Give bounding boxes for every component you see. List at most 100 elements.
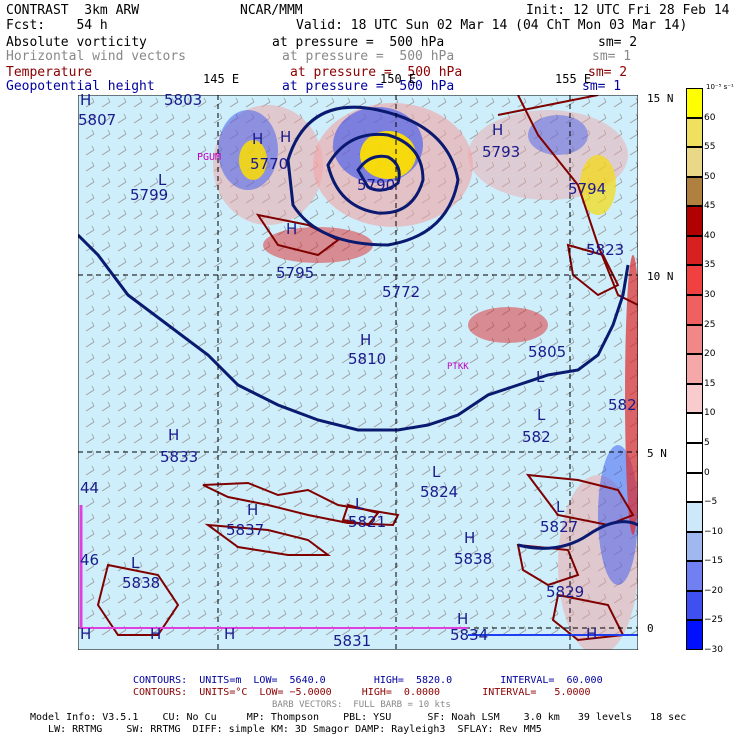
colorbar-segment	[686, 235, 703, 266]
height-label: H	[464, 529, 476, 547]
height-label: H	[224, 625, 236, 643]
station-label-pgum: PGUM	[197, 152, 222, 163]
height-label: H	[280, 128, 292, 146]
colorbar-segment	[686, 442, 703, 473]
weather-map	[78, 95, 638, 650]
contour-info-temp: CONTOURS: UNITS=°C LOW= −5.0000 HIGH= 0.…	[133, 687, 591, 698]
height-label: 5810	[348, 350, 387, 368]
height-label: 5821	[348, 513, 387, 531]
colorbar-segment	[686, 531, 703, 562]
lat-label-0: 0	[647, 622, 654, 635]
model-title: CONTRAST 3km ARW	[6, 3, 140, 18]
height-label: 5838	[454, 550, 493, 568]
field-sm-height: sm= 1	[582, 79, 622, 94]
colorbar-label: 25	[704, 319, 716, 330]
lon-label-150: 150 E	[380, 72, 417, 86]
barb-info: BARB VECTORS: FULL BARB = 10 kts	[272, 700, 451, 710]
height-label: 5807	[78, 111, 117, 129]
height-label: 5793	[482, 143, 521, 161]
colorbar-label: 50	[704, 171, 716, 182]
colorbar-segment	[686, 502, 703, 532]
colorbar-label: 20	[704, 349, 716, 360]
height-label: L	[556, 498, 565, 516]
color-bar	[686, 88, 703, 650]
colorbar-label: 55	[704, 142, 716, 153]
height-label: L	[432, 463, 441, 481]
coastlines	[96, 95, 638, 642]
height-label: H	[80, 625, 92, 643]
height-label: 5790	[357, 176, 396, 194]
colorbar-label: 60	[704, 112, 716, 123]
lat-label-10n: 10 N	[647, 270, 674, 283]
height-label: H	[586, 625, 598, 643]
height-label: 5795	[276, 264, 315, 282]
height-label: 5803	[164, 91, 203, 109]
colorbar-segment	[686, 88, 703, 118]
height-label: L	[537, 406, 546, 424]
colorbar-segment	[686, 561, 703, 591]
org-title: NCAR/MMM	[240, 3, 303, 18]
lon-label-155: 155 E	[555, 72, 592, 86]
colorbar-label: −15	[704, 556, 723, 567]
colorbar-segment	[686, 324, 703, 355]
colorbar-segment	[686, 472, 703, 503]
colorbar-label: 40	[704, 230, 716, 241]
field-level-vorticity: at pressure = 500 hPa	[272, 35, 445, 50]
init-time: Init: 12 UTC Fri 28 Feb 14	[526, 3, 730, 18]
colorbar-label: −10	[704, 526, 723, 537]
forecast-hour: Fcst: 54 h	[6, 18, 108, 33]
height-label: L	[536, 368, 545, 386]
field-level-height: at pressure = 500 hPa	[282, 79, 455, 94]
colorbar-label: 15	[704, 378, 716, 389]
height-label: L	[131, 554, 140, 572]
colorbar-segment	[686, 383, 703, 414]
height-label: 5833	[160, 448, 199, 466]
height-label: H	[247, 501, 259, 519]
height-label: L	[355, 495, 364, 513]
field-name-temperature: Temperature	[6, 65, 93, 80]
height-label: 5823	[586, 241, 625, 259]
field-name-wind: Horizontal wind vectors	[6, 49, 187, 64]
colorbar-label: 35	[704, 260, 716, 271]
colorbar-segment	[686, 206, 703, 236]
colorbar-label: −30	[704, 645, 723, 655]
model-info-line1: Model Info: V3.5.1 CU: No Cu MP: Thompso…	[30, 712, 687, 723]
colorbar-label: 45	[704, 201, 716, 212]
field-name-vorticity: Absolute vorticity	[6, 35, 147, 50]
height-label: 46	[80, 551, 100, 569]
colorbar-unit: 10⁻⁵ s⁻¹	[706, 83, 734, 91]
colorbar-segment	[686, 147, 703, 177]
height-label: 5829	[546, 583, 585, 601]
height-label: 5827	[540, 518, 579, 536]
height-label: 5794	[568, 180, 607, 198]
height-label: 5805	[528, 343, 567, 361]
height-label: H	[252, 130, 264, 148]
height-label: H	[492, 121, 504, 139]
field-sm-temperature: sm= 2	[588, 65, 628, 80]
colorbar-segment	[686, 590, 703, 621]
lat-lon-grid	[78, 95, 638, 650]
field-sm-vorticity: sm= 2	[598, 35, 638, 50]
colorbar-label: 10	[704, 408, 716, 419]
height-label: H	[80, 91, 92, 109]
height-label: 5831	[333, 632, 372, 650]
lat-label-15n: 15 N	[647, 92, 674, 105]
colorbar-segment	[686, 176, 703, 207]
colorbar-label: −20	[704, 585, 723, 596]
height-label: H	[150, 625, 162, 643]
height-label: H	[286, 220, 298, 238]
height-contours	[78, 105, 638, 550]
field-name-height: Geopotential height	[6, 79, 155, 94]
height-label: 582	[608, 396, 637, 414]
contour-info-height: CONTOURS: UNITS=m LOW= 5640.0 HIGH= 5820…	[133, 675, 603, 686]
colorbar-label: 0	[704, 467, 710, 478]
lon-label-145: 145 E	[203, 72, 240, 86]
height-label: 582	[522, 428, 551, 446]
colorbar-segment	[686, 117, 703, 148]
colorbar-segment	[686, 620, 703, 650]
height-label: L	[158, 171, 167, 189]
model-info-line2: LW: RRTMG SW: RRTMG DIFF: simple KM: 3D …	[30, 724, 542, 735]
height-label: 5837	[226, 521, 265, 539]
colorbar-label: 30	[704, 290, 716, 301]
colorbar-segment	[686, 295, 703, 325]
